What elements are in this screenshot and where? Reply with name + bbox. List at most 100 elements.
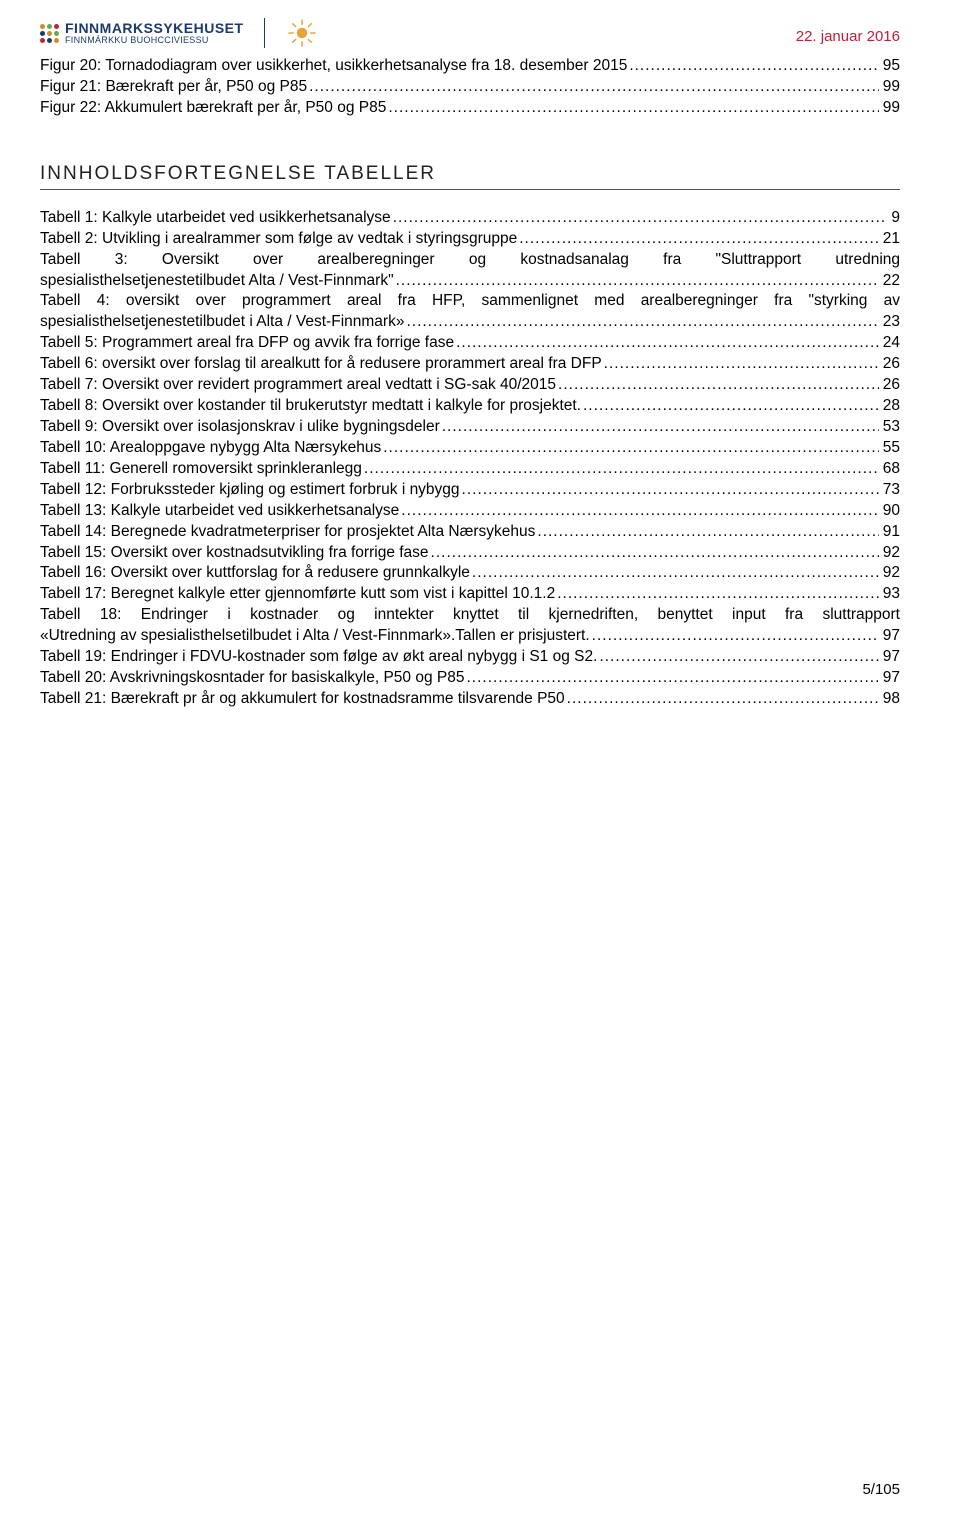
toc-dots: ........................................… [627, 56, 878, 77]
toc-dots: ........................................… [391, 208, 888, 229]
table-toc-entry: Tabell 9: Oversikt over isolasjonskrav i… [40, 417, 900, 438]
toc-page: 24 [879, 333, 900, 354]
table-toc-entry: Tabell 1: Kalkyle utarbeidet ved usikker… [40, 208, 900, 229]
toc-dots: ........................................… [556, 375, 879, 396]
toc-label: Tabell 7: Oversikt over revidert program… [40, 375, 556, 396]
page-number: 5/105 [862, 1481, 900, 1498]
toc-label: spesialisthelsetjenestetilbudet Alta / V… [40, 271, 394, 292]
toc-dots: ........................................… [307, 77, 879, 98]
figure-toc-entry: Figur 20: Tornadodiagram over usikkerhet… [40, 56, 900, 77]
toc-label: Tabell 13: Kalkyle utarbeidet ved usikke… [40, 501, 399, 522]
toc-page: 97 [879, 668, 900, 689]
toc-dots: ........................................… [602, 354, 879, 375]
toc-label: Tabell 16: Oversikt over kuttforslag for… [40, 563, 470, 584]
toc-label: Tabell 17: Beregnet kalkyle etter gjenno… [40, 584, 555, 605]
table-toc-entry: Tabell 7: Oversikt over revidert program… [40, 375, 900, 396]
toc-label: «Utredning av spesialisthelsetilbudet i … [40, 626, 590, 647]
table-toc-entry-line: Tabell 18: Endringer i kostnader og innt… [40, 605, 900, 626]
toc-page: 55 [879, 438, 900, 459]
toc-dots: ........................................… [535, 522, 878, 543]
table-toc-entry: Tabell 2: Utvikling i arealrammer som fø… [40, 229, 900, 250]
toc-label: Tabell 20: Avskrivningskosntader for bas… [40, 668, 464, 689]
toc-page: 93 [879, 584, 900, 605]
toc-label: Tabell 15: Oversikt over kostnadsutvikli… [40, 543, 429, 564]
toc-dots: ........................................… [590, 626, 879, 647]
toc-label: Figur 22: Akkumulert bærekraft per år, P… [40, 98, 386, 119]
table-toc-entry-line: Tabell 4: oversikt over programmert area… [40, 291, 900, 312]
table-toc-entry: Tabell 11: Generell romoversikt sprinkle… [40, 459, 900, 480]
toc-label: Tabell 11: Generell romoversikt sprinkle… [40, 459, 362, 480]
toc-label: Tabell 5: Programmert areal fra DFP og a… [40, 333, 454, 354]
toc-label: Tabell 21: Bærekraft pr år og akkumulert… [40, 689, 565, 710]
toc-dots: ........................................… [464, 668, 878, 689]
toc-dots: ........................................… [386, 98, 878, 119]
figure-toc-entry: Figur 22: Akkumulert bærekraft per år, P… [40, 98, 900, 119]
toc-page: 9 [887, 208, 900, 229]
toc-page: 22 [879, 271, 900, 292]
toc-dots: ........................................… [517, 229, 879, 250]
toc-page: 97 [879, 626, 900, 647]
tables-toc: Tabell 1: Kalkyle utarbeidet ved usikker… [40, 208, 900, 710]
table-toc-entry-line: Tabell 3: Oversikt over arealberegninger… [40, 250, 900, 271]
figure-toc-entry: Figur 21: Bærekraft per år, P50 og P85..… [40, 77, 900, 98]
toc-label: Tabell 10: Arealoppgave nybygg Alta Nærs… [40, 438, 381, 459]
table-toc-entry: Tabell 17: Beregnet kalkyle etter gjenno… [40, 584, 900, 605]
org-logo-block: FINNMARKSSYKEHUSET FINNMÁRKKU BUOHCCIVIE… [40, 18, 317, 48]
page-header: FINNMARKSSYKEHUSET FINNMÁRKKU BUOHCCIVIE… [40, 18, 900, 48]
toc-dots: ........................................… [597, 647, 878, 668]
toc-dots: ........................................… [399, 501, 878, 522]
table-toc-entry: Tabell 21: Bærekraft pr år og akkumulert… [40, 689, 900, 710]
toc-dots: ........................................… [440, 417, 879, 438]
toc-dots: ........................................… [555, 584, 879, 605]
toc-label: Tabell 1: Kalkyle utarbeidet ved usikker… [40, 208, 391, 229]
toc-page: 99 [879, 77, 900, 98]
toc-page: 21 [879, 229, 900, 250]
table-toc-entry: spesialisthelsetjenestetilbudet i Alta /… [40, 312, 900, 333]
toc-page: 90 [879, 501, 900, 522]
toc-label: Tabell 19: Endringer i FDVU-kostnader so… [40, 647, 597, 668]
org-name: FINNMARKSSYKEHUSET FINNMÁRKKU BUOHCCIVIE… [65, 21, 244, 45]
table-toc-entry: Tabell 13: Kalkyle utarbeidet ved usikke… [40, 501, 900, 522]
toc-page: 97 [879, 647, 900, 668]
toc-page: 95 [879, 56, 900, 77]
toc-dots: ........................................… [470, 563, 879, 584]
toc-label: spesialisthelsetjenestetilbudet i Alta /… [40, 312, 404, 333]
toc-label: Figur 20: Tornadodiagram over usikkerhet… [40, 56, 627, 77]
vertical-divider [264, 18, 265, 48]
toc-label: Tabell 2: Utvikling i arealrammer som fø… [40, 229, 517, 250]
table-toc-entry: Tabell 6: oversikt over forslag til area… [40, 354, 900, 375]
toc-page: 28 [879, 396, 900, 417]
org-name-main: FINNMARKSSYKEHUSET [65, 21, 244, 36]
toc-label: Tabell 6: oversikt over forslag til area… [40, 354, 602, 375]
figures-toc: Figur 20: Tornadodiagram over usikkerhet… [40, 56, 900, 119]
toc-page: 99 [879, 98, 900, 119]
toc-label: Tabell 12: Forbrukssteder kjøling og est… [40, 480, 460, 501]
toc-dots: ........................................… [381, 438, 879, 459]
toc-dots: ........................................… [404, 312, 878, 333]
toc-page: 26 [879, 354, 900, 375]
table-toc-entry: Tabell 5: Programmert areal fra DFP og a… [40, 333, 900, 354]
sun-icon [287, 18, 317, 48]
toc-dots: ........................................… [429, 543, 879, 564]
toc-dots: ........................................… [362, 459, 879, 480]
section-divider [40, 189, 900, 190]
toc-page: 23 [879, 312, 900, 333]
table-toc-entry: Tabell 10: Arealoppgave nybygg Alta Nærs… [40, 438, 900, 459]
toc-label: Tabell 14: Beregnede kvadratmeterpriser … [40, 522, 535, 543]
document-date: 22. januar 2016 [796, 28, 900, 45]
table-toc-entry: Tabell 16: Oversikt over kuttforslag for… [40, 563, 900, 584]
logo-dots-icon [40, 24, 59, 43]
toc-page: 73 [879, 480, 900, 501]
table-toc-entry: Tabell 14: Beregnede kvadratmeterpriser … [40, 522, 900, 543]
table-toc-entry: «Utredning av spesialisthelsetilbudet i … [40, 626, 900, 647]
tables-section-title: INNHOLDSFORTEGNELSE TABELLER [40, 163, 900, 185]
table-toc-entry: Tabell 15: Oversikt over kostnadsutvikli… [40, 543, 900, 564]
toc-dots: ........................................… [581, 396, 879, 417]
table-toc-entry: Tabell 12: Forbrukssteder kjøling og est… [40, 480, 900, 501]
table-toc-entry: Tabell 20: Avskrivningskosntader for bas… [40, 668, 900, 689]
toc-page: 53 [879, 417, 900, 438]
toc-page: 92 [879, 563, 900, 584]
toc-page: 68 [879, 459, 900, 480]
toc-page: 98 [879, 689, 900, 710]
toc-label: Tabell 9: Oversikt over isolasjonskrav i… [40, 417, 440, 438]
